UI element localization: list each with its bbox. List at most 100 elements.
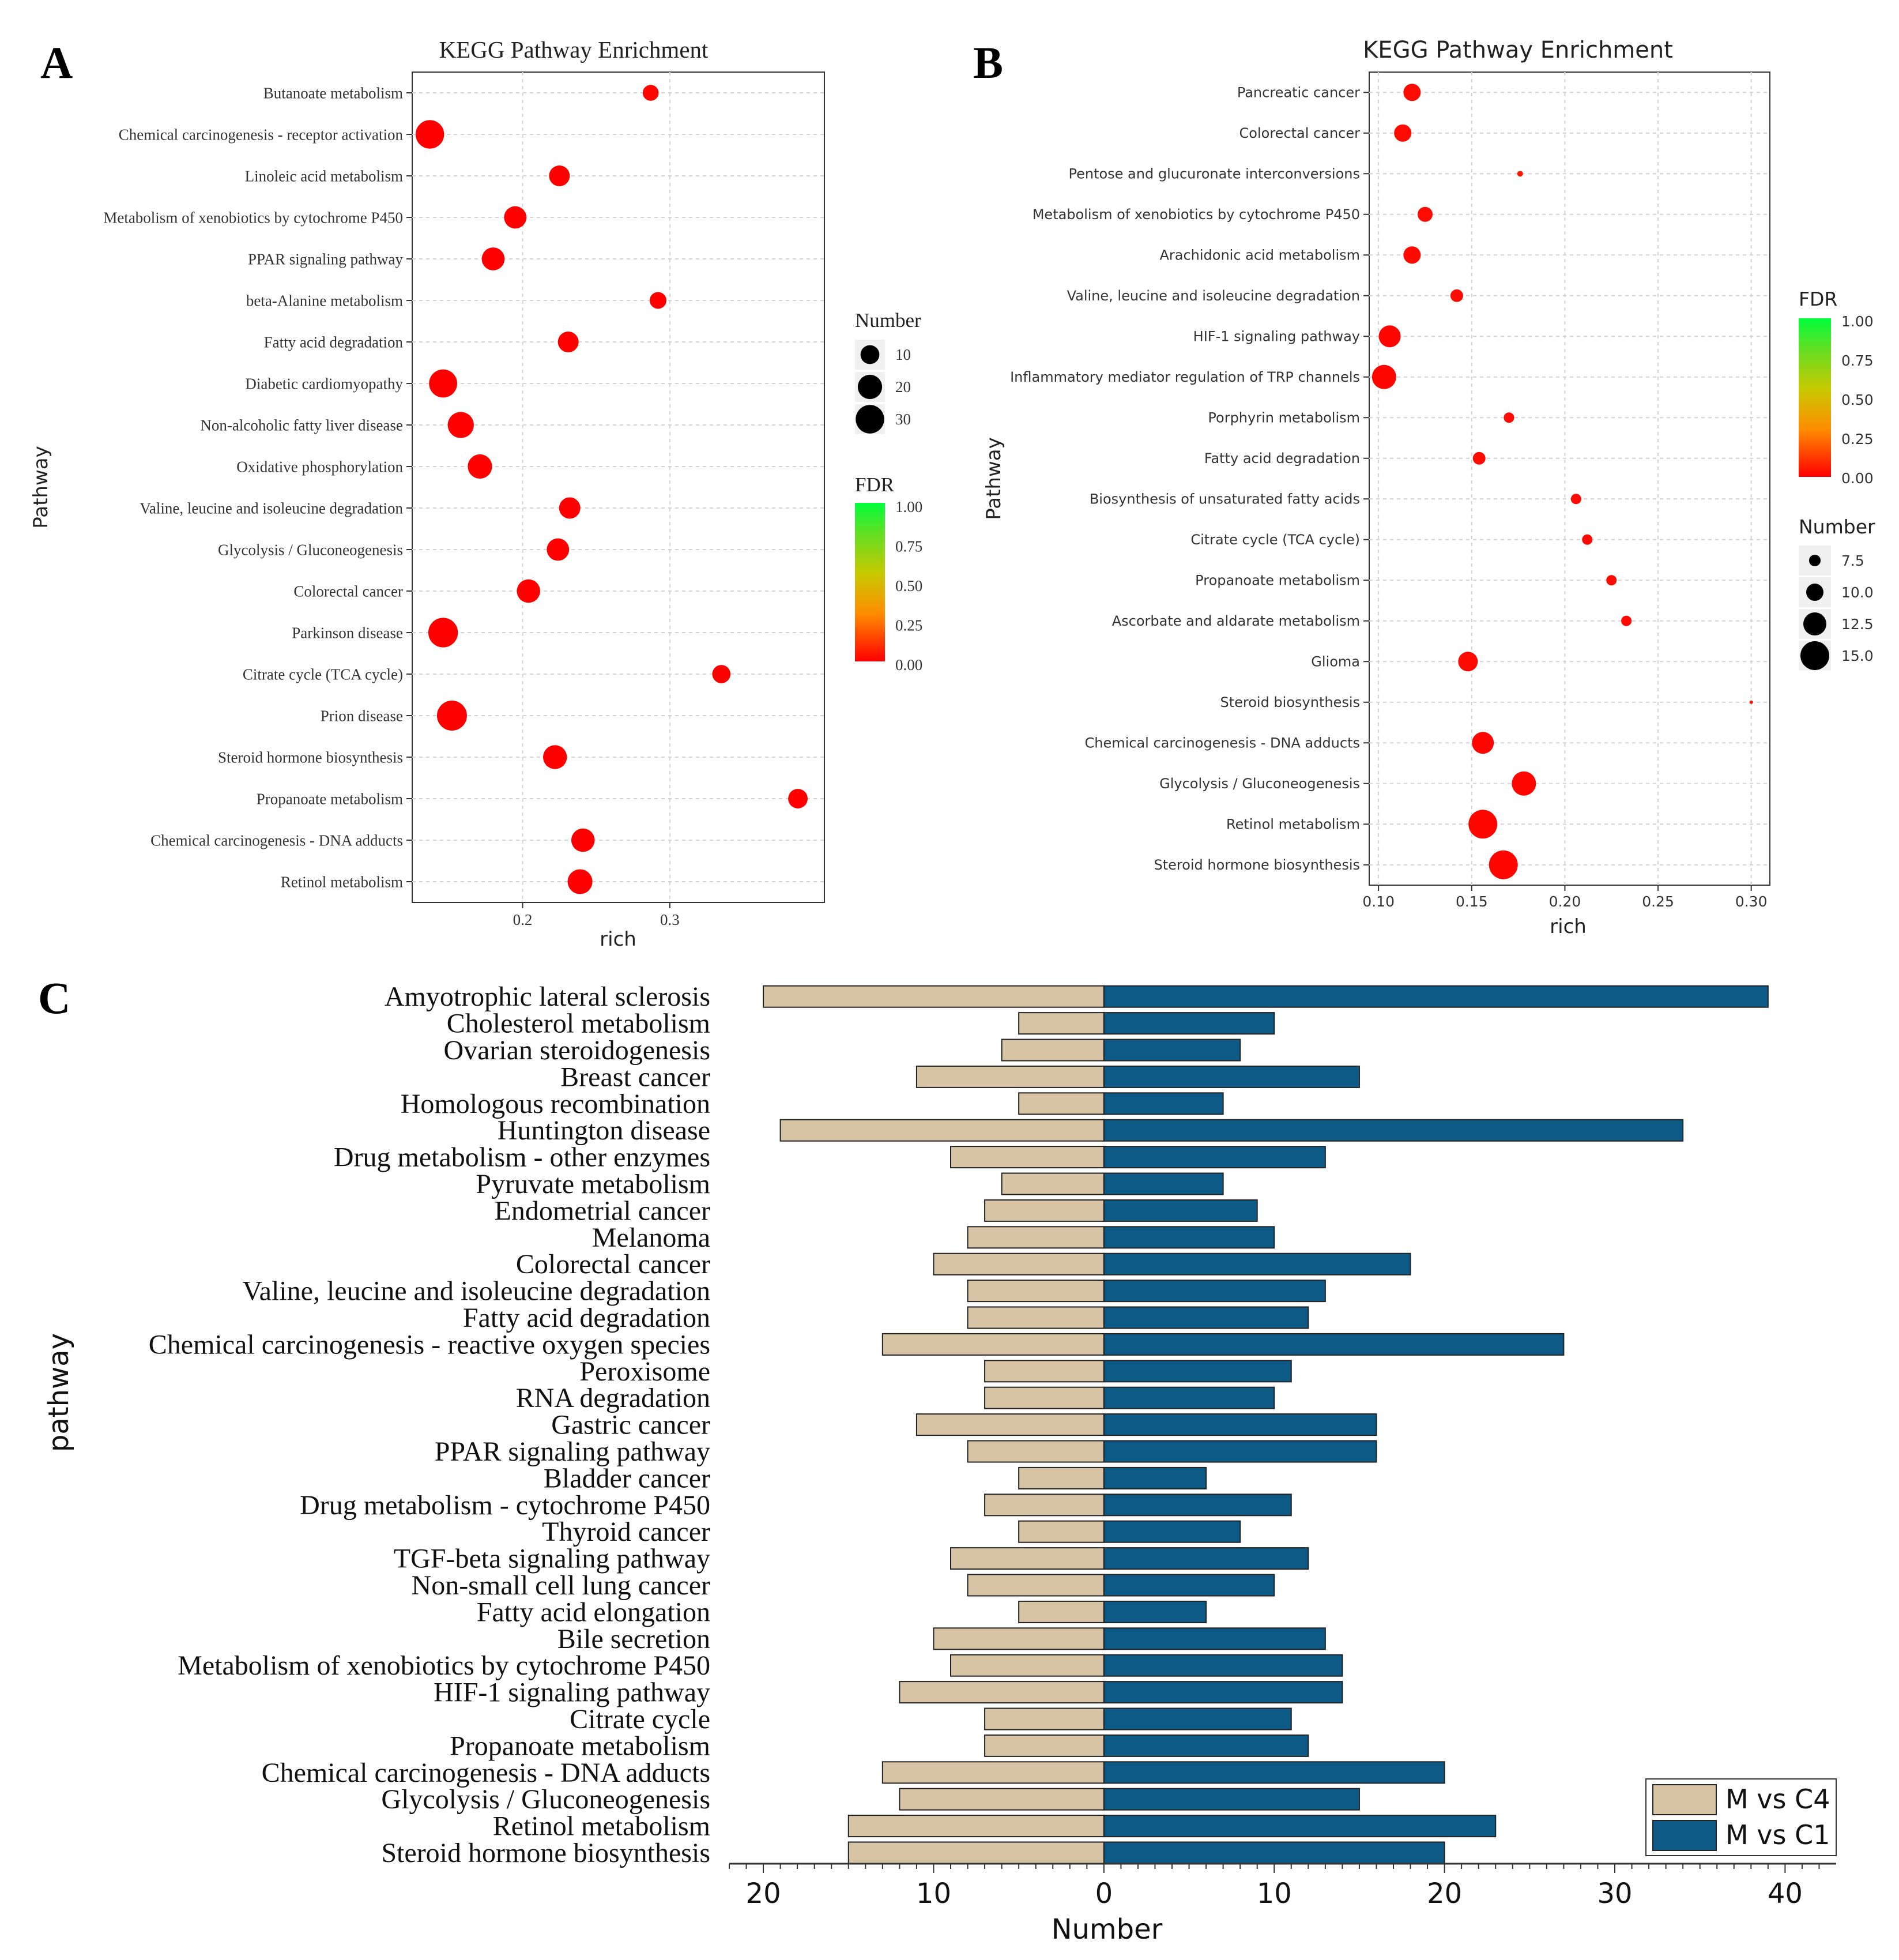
c-legend-swatch — [1652, 1784, 1717, 1815]
a-pathway-label: Parkinson disease — [292, 624, 403, 641]
panel-a-size-legend: Number 10 20 30 — [855, 309, 921, 434]
c-bar-m-vs-c1 — [1103, 1788, 1360, 1811]
c-pathway-label: Metabolism of xenobiotics by cytochrome … — [178, 1650, 710, 1681]
b-size-legend-dot — [1800, 641, 1829, 670]
c-pathway-label: Ovarian steroidogenesis — [443, 1035, 710, 1066]
a-pathway-label: Diabetic cardiomyopathy — [245, 375, 403, 392]
b-pathway-label: Steroid hormone biosynthesis — [1154, 857, 1360, 873]
c-pathway-label: Drug metabolism - cytochrome P450 — [300, 1490, 710, 1521]
c-bar-m-vs-c1 — [1103, 1199, 1258, 1222]
c-pathway-label: Breast cancer — [560, 1062, 710, 1092]
c-bar-m-vs-c1 — [1103, 1306, 1309, 1329]
b-pathway-label: Pentose and glucuronate interconversions — [1068, 166, 1360, 182]
a-dot — [642, 85, 659, 101]
c-xtick-label: 20 — [1427, 1878, 1462, 1910]
panel-a-x-ticks: 0.2 0.3 — [513, 902, 680, 928]
a-pathway-label: Linoleic acid metabolism — [245, 167, 403, 185]
c-bar-m-vs-c4 — [984, 1386, 1105, 1409]
b-size-legend-label: 7.5 — [1841, 552, 1864, 569]
c-bar-m-vs-c1 — [1103, 985, 1769, 1008]
panel-b-fdr-legend-title: FDR — [1799, 288, 1837, 310]
c-pathway-label: Chemical carcinogenesis - DNA adducts — [262, 1758, 710, 1788]
c-bar-m-vs-c4 — [1018, 1600, 1105, 1623]
c-bar-m-vs-c4 — [984, 1493, 1105, 1517]
c-legend-label: M vs C4 — [1725, 1784, 1830, 1815]
c-bar-m-vs-c4 — [967, 1280, 1105, 1303]
panel-a: A KEGG Pathway Enrichment Butanoate meta… — [29, 36, 922, 951]
a-dot — [557, 332, 579, 352]
b-size-legend-label: 10.0 — [1841, 584, 1874, 601]
b-pathway-label: Propanoate metabolism — [1195, 573, 1360, 589]
c-bar-m-vs-c4 — [950, 1146, 1105, 1169]
b-size-legend-label: 12.5 — [1841, 616, 1874, 633]
b-dot — [1403, 246, 1421, 264]
a-fdr-tick-label: 0.50 — [895, 577, 922, 595]
b-dot — [1606, 575, 1617, 586]
b-pathway-label: Porphyrin metabolism — [1208, 410, 1360, 426]
c-pathway-label: Endometrial cancer — [495, 1195, 710, 1226]
c-pathway-label: Huntington disease — [498, 1115, 710, 1146]
c-pathway-label: Steroid hormone biosynthesis — [381, 1838, 710, 1868]
a-size-legend-dot — [857, 374, 883, 400]
c-bar-m-vs-c1 — [1103, 1734, 1309, 1757]
c-bar-m-vs-c4 — [1001, 1172, 1105, 1195]
c-bar-m-vs-c4 — [1018, 1520, 1105, 1543]
c-bar-m-vs-c4 — [950, 1547, 1105, 1570]
c-pathway-label: PPAR signaling pathway — [435, 1436, 710, 1467]
a-pathway-label: Oxidative phosphorylation — [236, 458, 403, 475]
a-dot — [559, 497, 581, 519]
c-bar-m-vs-c4 — [847, 1815, 1105, 1838]
b-pathway-label: Pancreatic cancer — [1237, 85, 1360, 101]
b-pathway-label: Steroid biosynthesis — [1220, 694, 1360, 710]
b-dot — [1403, 84, 1421, 101]
c-xtick-label: 20 — [746, 1878, 781, 1910]
a-pathway-label: Propanoate metabolism — [257, 790, 403, 807]
b-dot — [1517, 171, 1523, 177]
c-bar-m-vs-c1 — [1103, 1226, 1275, 1249]
b-dot — [1512, 771, 1536, 796]
b-pathway-label: Inflammatory mediator regulation of TRP … — [1010, 369, 1360, 385]
a-fdr-tick-label: 0.00 — [895, 656, 922, 674]
c-pathway-label: Glycolysis / Gluconeogenesis — [381, 1784, 710, 1815]
panel-c: C Amyotrophic lateral sclerosisCholester… — [38, 973, 1837, 1946]
c-bar-m-vs-c4 — [899, 1681, 1105, 1704]
c-bar-m-vs-c4 — [933, 1252, 1105, 1276]
b-dot — [1472, 732, 1494, 754]
c-bar-m-vs-c1 — [1103, 1413, 1377, 1436]
c-bar-m-vs-c1 — [1103, 1146, 1326, 1169]
c-bar-m-vs-c1 — [1103, 1360, 1292, 1383]
c-bar-m-vs-c4 — [915, 1065, 1105, 1088]
b-pathway-label: Valine, leucine and isoleucine degradati… — [1067, 288, 1360, 304]
c-bar-m-vs-c1 — [1103, 1654, 1343, 1677]
c-bar-m-vs-c1 — [1103, 1841, 1445, 1864]
c-bar-m-vs-c1 — [1103, 1600, 1207, 1623]
c-bar-m-vs-c1 — [1103, 1815, 1497, 1838]
b-pathway-label: Chemical carcinogenesis - DNA adducts — [1084, 735, 1360, 751]
a-pathway-label: Glycolysis / Gluconeogenesis — [218, 541, 403, 558]
a-size-legend-label: 10 — [895, 346, 911, 363]
panel-a-fdr-legend-title: FDR — [855, 473, 895, 496]
panel-b-dots — [1372, 84, 1753, 879]
a-dot — [567, 869, 593, 894]
b-xtick-label: 0.15 — [1456, 893, 1488, 910]
c-xtick-label: 10 — [916, 1878, 951, 1910]
c-pathway-label: Chemical carcinogenesis - reactive oxyge… — [149, 1329, 710, 1360]
c-pathway-label: Fatty acid elongation — [477, 1597, 710, 1627]
b-dot — [1570, 494, 1581, 505]
a-fdr-tick-label: 0.75 — [895, 538, 922, 555]
a-dot — [547, 538, 570, 561]
panel-b-y-axis-label: Pathway — [982, 437, 1005, 520]
c-bar-m-vs-c4 — [967, 1440, 1105, 1463]
a-dot — [415, 120, 444, 149]
b-dot — [1372, 364, 1396, 389]
b-dot — [1378, 325, 1401, 348]
b-fdr-tick-label: 0.25 — [1841, 431, 1874, 447]
c-bar-m-vs-c1 — [1103, 1012, 1275, 1035]
panel-b-x-ticks: 0.10 0.15 0.20 0.25 0.30 — [1362, 885, 1768, 910]
c-bar-m-vs-c1 — [1103, 1466, 1207, 1489]
b-size-legend-dot — [1806, 584, 1823, 601]
panel-a-size-legend-title: Number — [855, 309, 921, 332]
c-bar-m-vs-c1 — [1103, 1065, 1360, 1088]
c-legend-swatch — [1652, 1820, 1717, 1851]
c-bar-m-vs-c1 — [1103, 1574, 1275, 1597]
